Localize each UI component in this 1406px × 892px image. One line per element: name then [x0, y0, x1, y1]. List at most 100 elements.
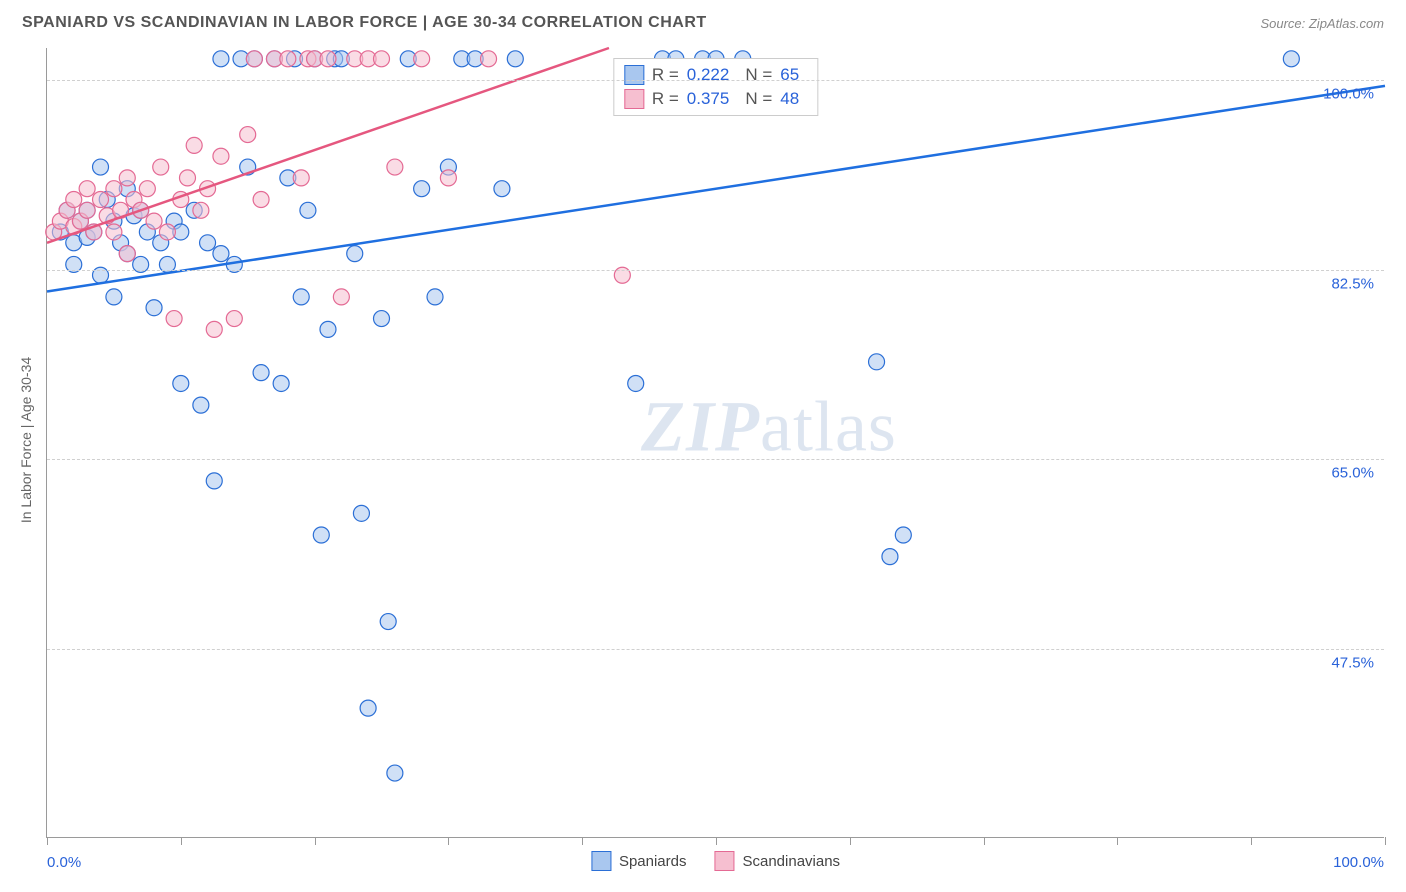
data-point	[374, 311, 390, 327]
data-point	[213, 148, 229, 164]
data-point	[320, 321, 336, 337]
y-tick-label: 47.5%	[1331, 654, 1374, 671]
data-point	[179, 170, 195, 186]
y-axis-title: In Labor Force | Age 30-34	[18, 357, 34, 523]
data-point	[293, 289, 309, 305]
x-axis-min-label: 0.0%	[47, 854, 81, 871]
x-tick	[181, 837, 182, 845]
data-point	[1283, 51, 1299, 67]
data-point	[119, 170, 135, 186]
legend: Spaniards Scandinavians	[591, 851, 840, 871]
data-point	[895, 527, 911, 543]
data-point	[93, 192, 109, 208]
data-point	[333, 289, 349, 305]
stats-box: R = 0.222 N = 65 R = 0.375 N = 48	[613, 58, 818, 116]
swatch-scandinavians	[624, 89, 644, 109]
data-point	[200, 235, 216, 251]
data-point	[119, 246, 135, 262]
data-point	[159, 224, 175, 240]
data-point	[300, 202, 316, 218]
legend-swatch-scandinavians	[714, 851, 734, 871]
chart-title: SPANIARD VS SCANDINAVIAN IN LABOR FORCE …	[22, 14, 707, 32]
n-value-scandinavians: 48	[780, 89, 799, 109]
data-point	[414, 181, 430, 197]
data-point	[106, 289, 122, 305]
data-point	[146, 213, 162, 229]
scatter-svg	[47, 48, 1384, 837]
y-tick-label: 100.0%	[1323, 86, 1374, 103]
data-point	[106, 224, 122, 240]
data-point	[173, 375, 189, 391]
x-tick	[716, 837, 717, 845]
data-point	[273, 375, 289, 391]
data-point	[427, 289, 443, 305]
data-point	[139, 181, 155, 197]
r-value-scandinavians: 0.375	[687, 89, 730, 109]
chart-header: SPANIARD VS SCANDINAVIAN IN LABOR FORCE …	[0, 0, 1406, 42]
data-point	[213, 51, 229, 67]
legend-swatch-spaniards	[591, 851, 611, 871]
legend-label-spaniards: Spaniards	[619, 853, 687, 870]
data-point	[387, 159, 403, 175]
legend-item-scandinavians: Scandinavians	[714, 851, 840, 871]
data-point	[193, 397, 209, 413]
data-point	[280, 51, 296, 67]
data-point	[213, 246, 229, 262]
data-point	[313, 527, 329, 543]
data-point	[206, 321, 222, 337]
data-point	[380, 614, 396, 630]
gridline-h	[47, 649, 1384, 650]
trend-line	[47, 48, 609, 243]
data-point	[353, 505, 369, 521]
data-point	[253, 192, 269, 208]
data-point	[374, 51, 390, 67]
data-point	[93, 159, 109, 175]
data-point	[440, 170, 456, 186]
n-value-spaniards: 65	[780, 65, 799, 85]
data-point	[507, 51, 523, 67]
data-point	[320, 51, 336, 67]
data-point	[869, 354, 885, 370]
y-tick-label: 82.5%	[1331, 275, 1374, 292]
data-point	[360, 700, 376, 716]
r-value-spaniards: 0.222	[687, 65, 730, 85]
data-point	[66, 192, 82, 208]
legend-item-spaniards: Spaniards	[591, 851, 687, 871]
data-point	[166, 311, 182, 327]
x-tick	[582, 837, 583, 845]
x-tick	[315, 837, 316, 845]
gridline-h	[47, 80, 1384, 81]
stats-row-spaniards: R = 0.222 N = 65	[624, 63, 807, 87]
gridline-h	[47, 459, 1384, 460]
x-tick	[1251, 837, 1252, 845]
data-point	[146, 300, 162, 316]
x-tick	[1117, 837, 1118, 845]
data-point	[882, 549, 898, 565]
data-point	[253, 365, 269, 381]
data-point	[240, 127, 256, 143]
data-point	[79, 181, 95, 197]
data-point	[153, 159, 169, 175]
data-point	[481, 51, 497, 67]
data-point	[414, 51, 430, 67]
x-tick	[850, 837, 851, 845]
data-point	[628, 375, 644, 391]
data-point	[293, 170, 309, 186]
swatch-spaniards	[624, 65, 644, 85]
data-point	[79, 202, 95, 218]
legend-label-scandinavians: Scandinavians	[742, 853, 840, 870]
x-tick	[448, 837, 449, 845]
chart-source: Source: ZipAtlas.com	[1260, 16, 1384, 31]
data-point	[226, 311, 242, 327]
data-point	[186, 137, 202, 153]
data-point	[193, 202, 209, 218]
x-tick	[1385, 837, 1386, 845]
data-point	[494, 181, 510, 197]
trend-line	[47, 86, 1385, 292]
gridline-h	[47, 270, 1384, 271]
data-point	[347, 246, 363, 262]
x-axis-max-label: 100.0%	[1333, 854, 1384, 871]
x-tick	[47, 837, 48, 845]
y-tick-label: 65.0%	[1331, 465, 1374, 482]
x-tick	[984, 837, 985, 845]
